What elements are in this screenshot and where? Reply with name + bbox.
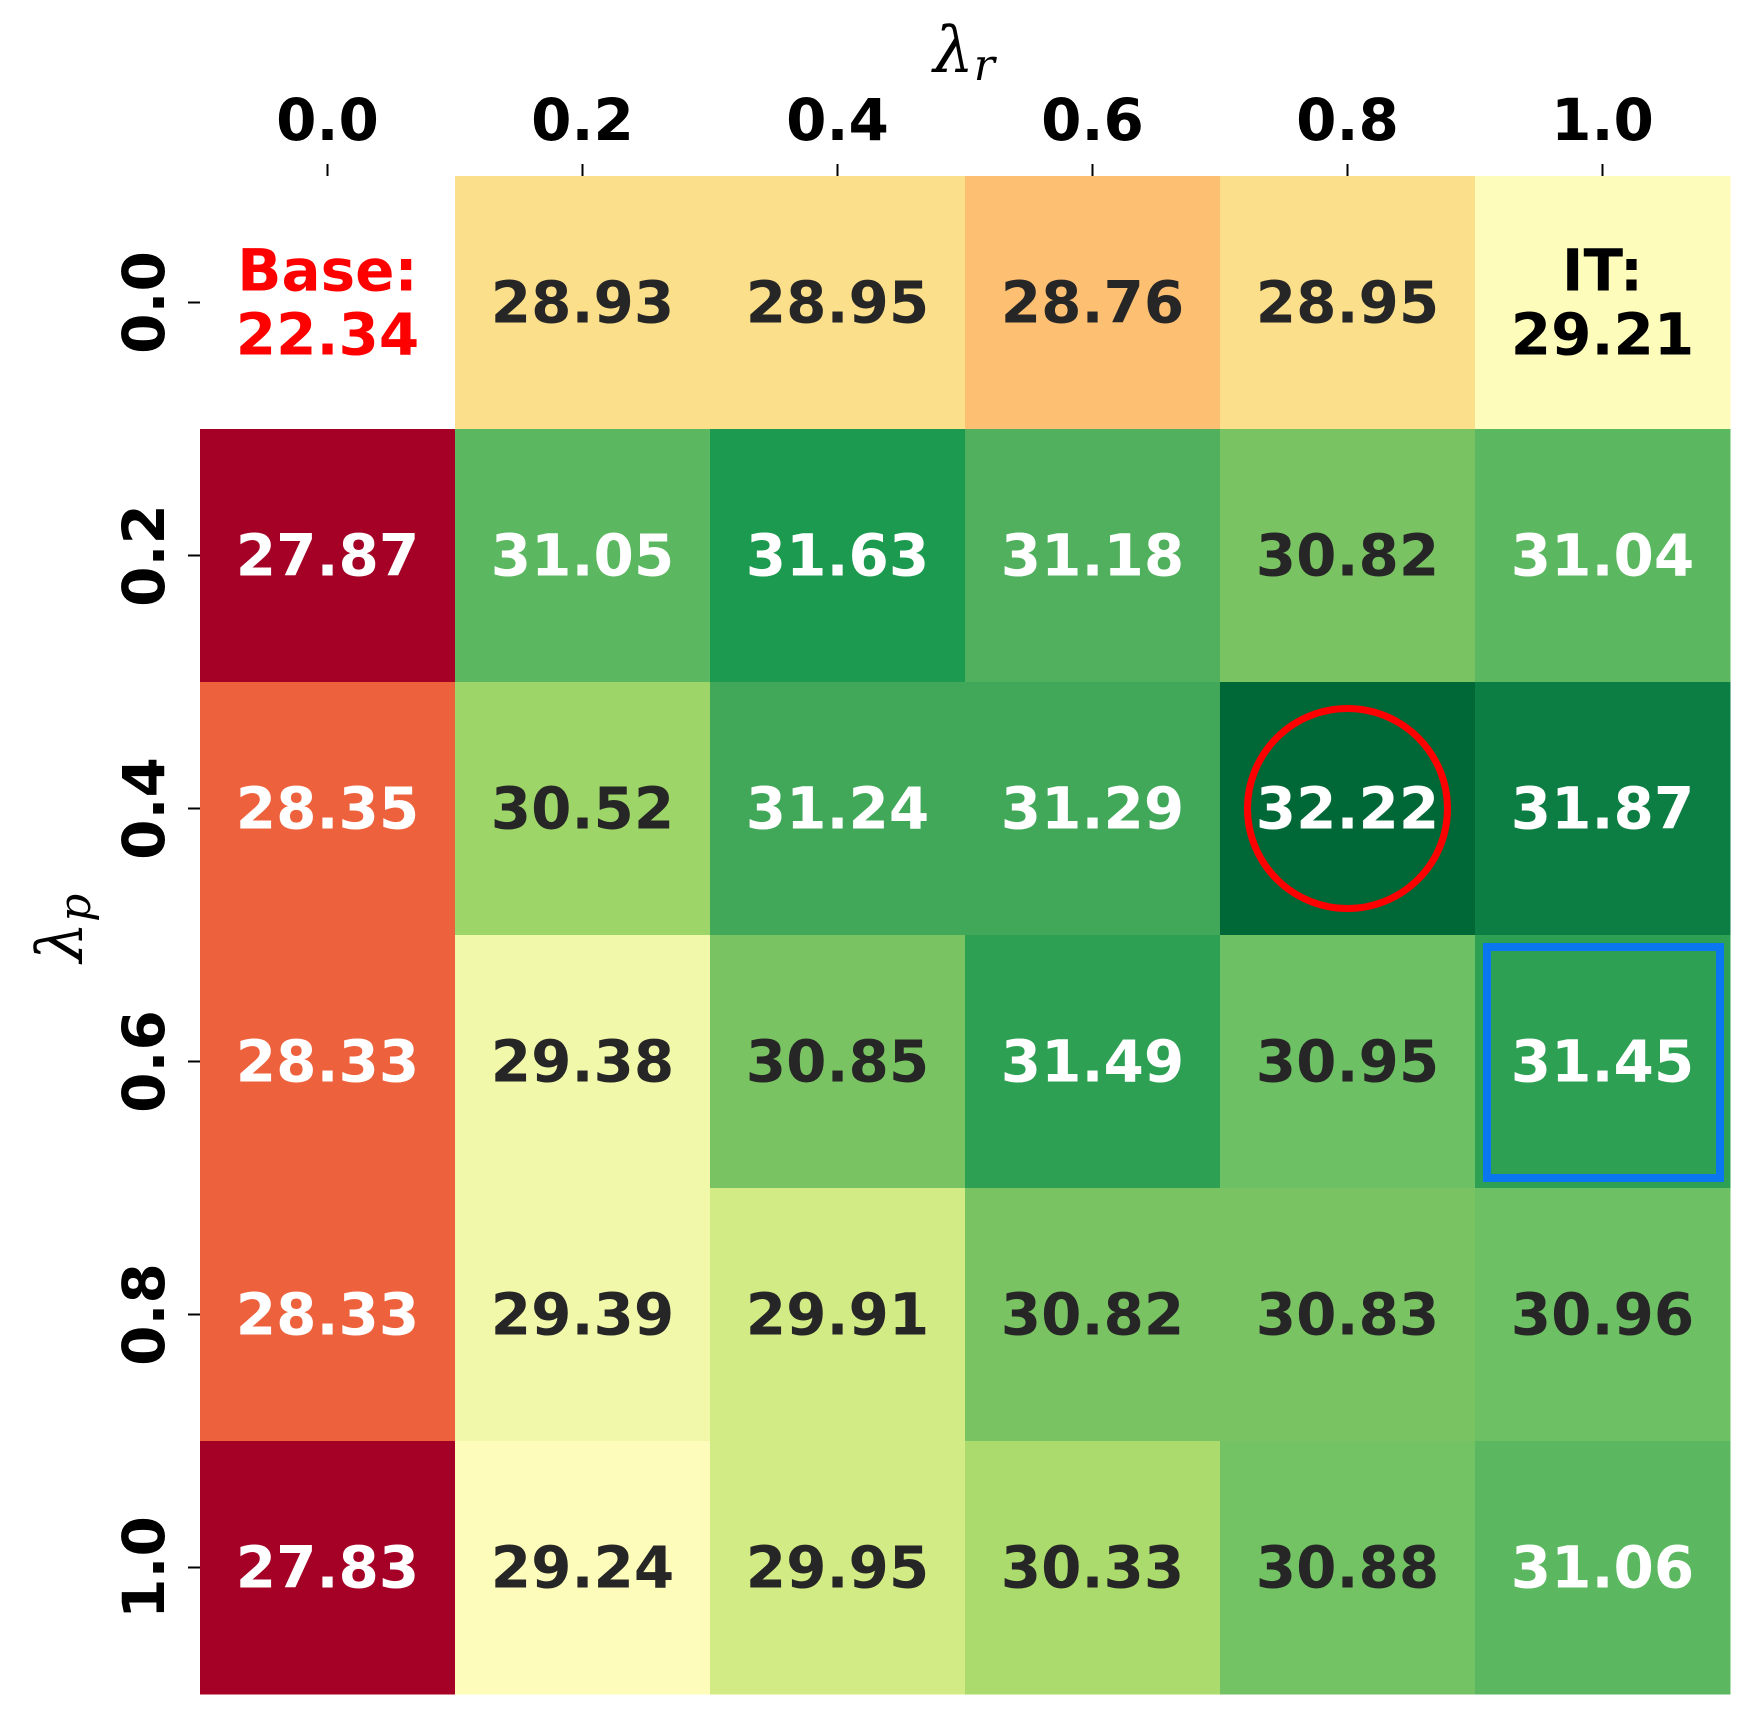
heatmap-cell-r3-c4 [1220, 935, 1476, 1189]
cell-value-label: 32.22 [1256, 775, 1439, 843]
heatmap-cell-r5-c4 [1220, 1441, 1476, 1695]
heatmap-cell-r3-c2 [710, 935, 966, 1189]
heatmap-cell-r4-c5 [1475, 1188, 1731, 1442]
heatmap-cell-r0-c2 [710, 176, 966, 430]
cell-value-label: 31.49 [1001, 1028, 1184, 1096]
heatmap-cell-r3-c1 [455, 935, 711, 1189]
y-axis-title: λp [24, 894, 101, 966]
y-tick-label: 0.6 [110, 1010, 178, 1113]
heatmap-cell-r5-c5 [1475, 1441, 1731, 1695]
cell-value-label: 31.05 [491, 522, 674, 590]
cell-value-label: 28.35 [236, 775, 419, 843]
y-tick-label: 0.0 [110, 251, 178, 354]
cell-value-label: 30.96 [1511, 1281, 1694, 1349]
cell-value-label: 30.52 [491, 775, 674, 843]
heatmap-cell-r2-c5 [1475, 682, 1731, 936]
cell-value-label: 30.85 [746, 1028, 929, 1096]
heatmap-cell-r0-c4 [1220, 176, 1476, 430]
cell-value-label: 31.24 [746, 775, 929, 843]
cell-value-label: 29.21 [1511, 301, 1694, 369]
heatmap-cell-r4-c4 [1220, 1188, 1476, 1442]
heatmap-cell-r1-c1 [455, 429, 711, 683]
heatmap-cell-r2-c0 [200, 682, 456, 936]
x-tick-label: 0.6 [1041, 86, 1144, 154]
heatmap-cell-r2-c1 [455, 682, 711, 936]
cell-value-label: IT: [1562, 237, 1643, 305]
cell-value-label: 30.83 [1256, 1281, 1439, 1349]
heatmap-cell-r0-c5 [1475, 176, 1731, 430]
cell-value-label: 29.38 [491, 1028, 674, 1096]
heatmap-cell-r4-c2 [710, 1188, 966, 1442]
cell-value-label: 27.87 [236, 522, 419, 590]
cell-value-label: 28.33 [236, 1028, 419, 1096]
heatmap-cell-r1-c5 [1475, 429, 1731, 683]
cell-value-label: 29.91 [746, 1281, 929, 1349]
heatmap-cell-r4-c0 [200, 1188, 456, 1442]
cell-value-label: 27.83 [236, 1534, 419, 1602]
heatmap-cell-r5-c3 [965, 1441, 1221, 1695]
heatmap-cell-r1-c0 [200, 429, 456, 683]
heatmap-cell-r3-c5 [1475, 935, 1731, 1189]
cell-value-label: 29.24 [491, 1534, 674, 1602]
heatmap-cell-r2-c4 [1220, 682, 1476, 936]
cell-value-label: 28.95 [746, 269, 929, 337]
heatmap-cell-r5-c1 [455, 1441, 711, 1695]
x-axis-title: λr [930, 14, 998, 91]
x-tick-label: 0.8 [1296, 86, 1399, 154]
cell-value-label: 31.18 [1001, 522, 1184, 590]
y-tick-label: 0.4 [110, 757, 178, 860]
cell-value-label: 28.33 [236, 1281, 419, 1349]
heatmap-cell-r5-c0 [200, 1441, 456, 1695]
best-cell-circle-marker [1244, 705, 1451, 912]
cell-value-label: 31.45 [1511, 1028, 1694, 1096]
axis-ticks: 0.0 0.2 0.4 0.6 0.8 1.0 0.0 0.2 0.4 0.6 0.8 1.0 [110, 86, 1654, 1619]
heatmap-cell-r1-c4 [1220, 429, 1476, 683]
highlight-markers [1244, 705, 1724, 1182]
cell-value-label: 31.29 [1001, 775, 1184, 843]
heatmap-cell-r5-c2 [710, 1441, 966, 1695]
cell-value-label: 28.95 [1256, 269, 1439, 337]
heatmap-cells: Base:22.34 28.93 28.95 28.76 28.95 IT:29.21 27… [200, 176, 1731, 1695]
x-tick-label: 0.4 [786, 86, 889, 154]
heatmap-cell-r1-c2 [710, 429, 966, 683]
cell-value-label: 31.06 [1511, 1534, 1694, 1602]
cell-value-label: Base: [237, 237, 417, 305]
cell-value-label: 29.39 [491, 1281, 674, 1349]
heatmap-cell-r2-c3 [965, 682, 1221, 936]
cell-value-label: 31.87 [1511, 775, 1694, 843]
cell-value-label: 30.33 [1001, 1534, 1184, 1602]
heatmap-cell-r3-c0 [200, 935, 456, 1189]
cell-value-label: 28.93 [491, 269, 674, 337]
x-tick-label: 0.0 [276, 86, 379, 154]
cell-value-label: 30.95 [1256, 1028, 1439, 1096]
heatmap-cell-r3-c3 [965, 935, 1221, 1189]
cell-value-label: 31.04 [1511, 522, 1694, 590]
y-tick-label: 0.2 [110, 504, 178, 607]
heatmap-cell-r4-c1 [455, 1188, 711, 1442]
cell-value-label: 29.95 [746, 1534, 929, 1602]
heatmap-cell-r1-c3 [965, 429, 1221, 683]
heatmap-cell-r2-c2 [710, 682, 966, 936]
heatmap-cell-r0-c3 [965, 176, 1221, 430]
heatmap-cell-r4-c3 [965, 1188, 1221, 1442]
y-tick-label: 1.0 [110, 1516, 178, 1619]
x-tick-label: 1.0 [1551, 86, 1654, 154]
heatmap-cell-r0-c1 [455, 176, 711, 430]
x-tick-label: 0.2 [531, 86, 634, 154]
heatmap-cell-r0-c0 [200, 176, 456, 430]
cell-value-label: 30.88 [1256, 1534, 1439, 1602]
cell-value-label: 31.63 [746, 522, 929, 590]
cell-value-label: 30.82 [1001, 1281, 1184, 1349]
selected-cell-square-marker [1483, 943, 1724, 1182]
y-tick-label: 0.8 [110, 1263, 178, 1366]
cell-value-label: 28.76 [1001, 269, 1184, 337]
cell-value-label: 22.34 [236, 301, 419, 369]
cell-value-label: 30.82 [1256, 522, 1439, 590]
